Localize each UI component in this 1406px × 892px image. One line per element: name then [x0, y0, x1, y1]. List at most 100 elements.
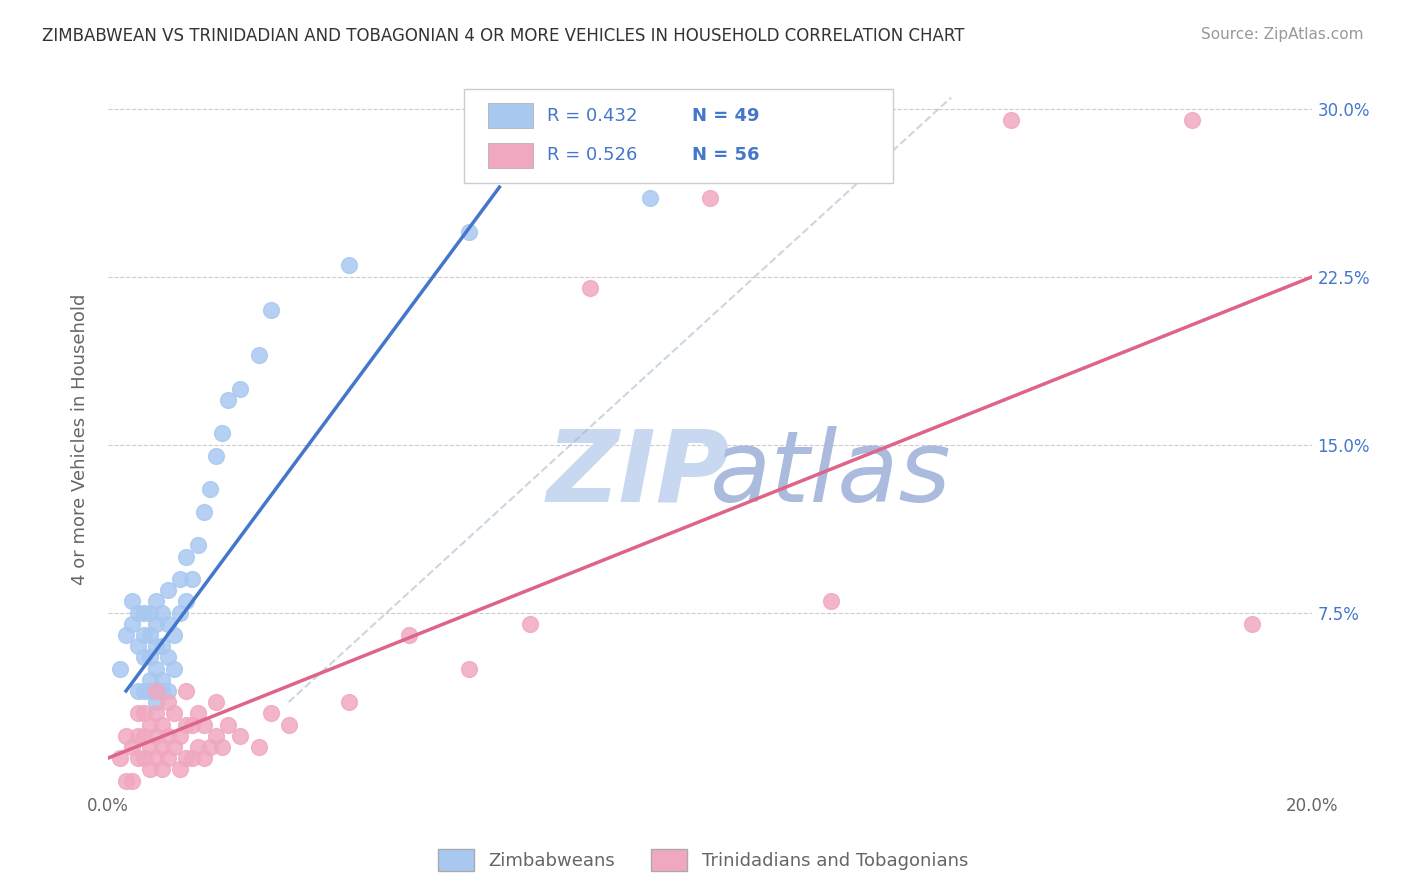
Point [139, 762, 162, 776]
Point [150, 739, 173, 754]
Point [259, 706, 281, 721]
Point [145, 729, 167, 743]
Point [174, 717, 197, 731]
Point [150, 762, 173, 776]
Point [145, 639, 167, 653]
Point [145, 706, 167, 721]
Point [174, 751, 197, 765]
Point [134, 606, 156, 620]
Point [157, 751, 180, 765]
Text: R = 0.526: R = 0.526 [547, 146, 637, 164]
Point [115, 773, 138, 788]
Point [121, 773, 143, 788]
Legend: Zimbabweans, Trinidadians and Tobagonians: Zimbabweans, Trinidadians and Tobagonian… [430, 842, 976, 879]
Point [181, 751, 204, 765]
Point [150, 639, 173, 653]
Point [134, 729, 156, 743]
Point [127, 606, 149, 620]
Point [163, 739, 186, 754]
Point [150, 606, 173, 620]
Point [200, 483, 222, 497]
Text: N = 56: N = 56 [692, 146, 759, 164]
Point [150, 684, 173, 698]
Point [134, 628, 156, 642]
Point [139, 717, 162, 731]
Point [181, 717, 204, 731]
Point [139, 606, 162, 620]
Point [145, 684, 167, 698]
Text: Source: ZipAtlas.com: Source: ZipAtlas.com [1201, 27, 1364, 42]
Point [121, 739, 143, 754]
Point [205, 449, 228, 463]
Point [578, 281, 600, 295]
Point [108, 751, 131, 765]
Point [145, 684, 167, 698]
Point [134, 751, 156, 765]
Point [127, 639, 149, 653]
Point [157, 616, 180, 631]
Point [1000, 112, 1022, 127]
Point [638, 191, 661, 205]
Point [139, 739, 162, 754]
Point [145, 695, 167, 709]
Point [181, 572, 204, 586]
Text: atlas: atlas [710, 425, 952, 523]
Point [169, 572, 191, 586]
Point [458, 225, 481, 239]
Point [277, 717, 299, 731]
Point [150, 673, 173, 687]
Point [247, 739, 270, 754]
Point [157, 684, 180, 698]
Point [259, 303, 281, 318]
Point [163, 706, 186, 721]
Point [115, 729, 138, 743]
Point [458, 661, 481, 675]
Point [337, 259, 360, 273]
Point [211, 739, 233, 754]
Point [187, 706, 209, 721]
Point [169, 729, 191, 743]
Point [169, 762, 191, 776]
Point [820, 594, 842, 608]
Point [121, 616, 143, 631]
Point [150, 717, 173, 731]
Point [699, 191, 721, 205]
Point [211, 426, 233, 441]
Point [139, 650, 162, 665]
Text: ZIMBABWEAN VS TRINIDADIAN AND TOBAGONIAN 4 OR MORE VEHICLES IN HOUSEHOLD CORRELA: ZIMBABWEAN VS TRINIDADIAN AND TOBAGONIAN… [42, 27, 965, 45]
Point [145, 616, 167, 631]
Text: R = 0.432: R = 0.432 [547, 107, 637, 125]
Point [229, 729, 252, 743]
Point [229, 382, 252, 396]
Point [193, 505, 215, 519]
Point [127, 684, 149, 698]
Point [200, 739, 222, 754]
Point [127, 706, 149, 721]
Point [187, 538, 209, 552]
Point [134, 650, 156, 665]
Point [163, 661, 186, 675]
Point [127, 729, 149, 743]
Point [134, 684, 156, 698]
Point [205, 729, 228, 743]
Point [115, 628, 138, 642]
Point [145, 661, 167, 675]
Point [139, 673, 162, 687]
Point [205, 695, 228, 709]
Point [127, 751, 149, 765]
Point [519, 616, 541, 631]
Point [139, 684, 162, 698]
Point [1241, 616, 1264, 631]
Point [174, 594, 197, 608]
Point [157, 695, 180, 709]
Point [398, 628, 420, 642]
Point [217, 392, 239, 407]
Point [108, 661, 131, 675]
Point [121, 594, 143, 608]
Point [169, 606, 191, 620]
Text: N = 49: N = 49 [692, 107, 759, 125]
Point [217, 717, 239, 731]
Text: ZIP: ZIP [547, 425, 730, 523]
Y-axis label: 4 or more Vehicles in Household: 4 or more Vehicles in Household [72, 293, 89, 585]
Point [1181, 112, 1204, 127]
